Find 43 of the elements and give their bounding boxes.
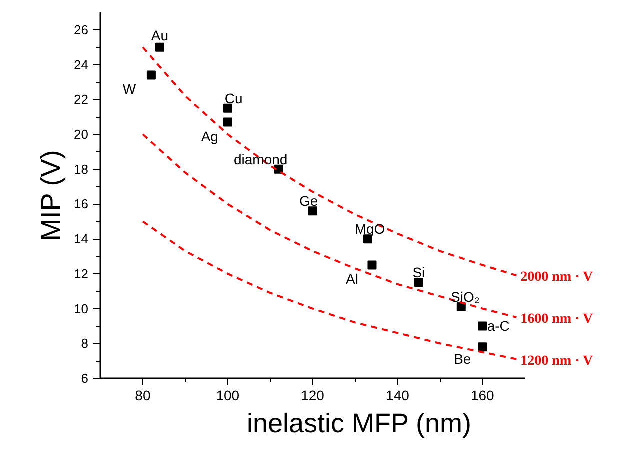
annotation: Cu [224, 90, 243, 106]
point [478, 342, 488, 352]
y-tick-label: 24 [74, 57, 89, 72]
y-tick-label: 8 [81, 336, 89, 352]
point [414, 278, 424, 288]
y-tick-label: 22 [74, 92, 89, 108]
annotation: Au [151, 27, 169, 44]
y-tick-label: 20 [74, 127, 89, 142]
point [223, 118, 232, 127]
y-tick-label: 18 [74, 162, 89, 177]
x-tick-label: 100 [216, 388, 240, 404]
y-tick-label: 14 [74, 232, 89, 247]
annotation: SiO₂ [451, 289, 480, 306]
annotation: Ag [201, 128, 218, 144]
annotation: a-C [487, 318, 510, 334]
point [223, 104, 232, 113]
x-tick-label: 160 [470, 388, 495, 404]
point [478, 322, 488, 331]
annotation: Be [454, 351, 472, 368]
annotation: Si [412, 264, 426, 281]
annotation: 1600 nm · V [520, 312, 594, 327]
y-tick-label: 16 [74, 196, 89, 212]
annotation: MgO [354, 221, 386, 238]
y-tick-label: 26 [74, 22, 89, 38]
x-tick-label: 80 [135, 388, 151, 404]
y-tick-label: 6 [81, 371, 89, 386]
y-tick-label: 12 [74, 266, 89, 282]
y-axis-title: MIP (V) [36, 150, 66, 242]
point [308, 206, 318, 216]
x-axis-title: inelastic MFP (nm) [246, 408, 472, 438]
annotation: W [122, 81, 137, 98]
annotation: Ge [299, 193, 318, 210]
x-tick-label: 120 [301, 388, 325, 404]
line-series [142, 134, 518, 318]
annotation: 2000 nm · V [520, 270, 594, 286]
point [155, 42, 164, 52]
point [368, 260, 377, 270]
annotation: 1200 nm · V [520, 354, 594, 369]
x-tick-label: 140 [386, 388, 410, 404]
y-tick-label: 10 [74, 301, 89, 316]
annotation: Al [346, 271, 358, 288]
annotation: diamond [234, 151, 288, 168]
point [146, 70, 156, 80]
